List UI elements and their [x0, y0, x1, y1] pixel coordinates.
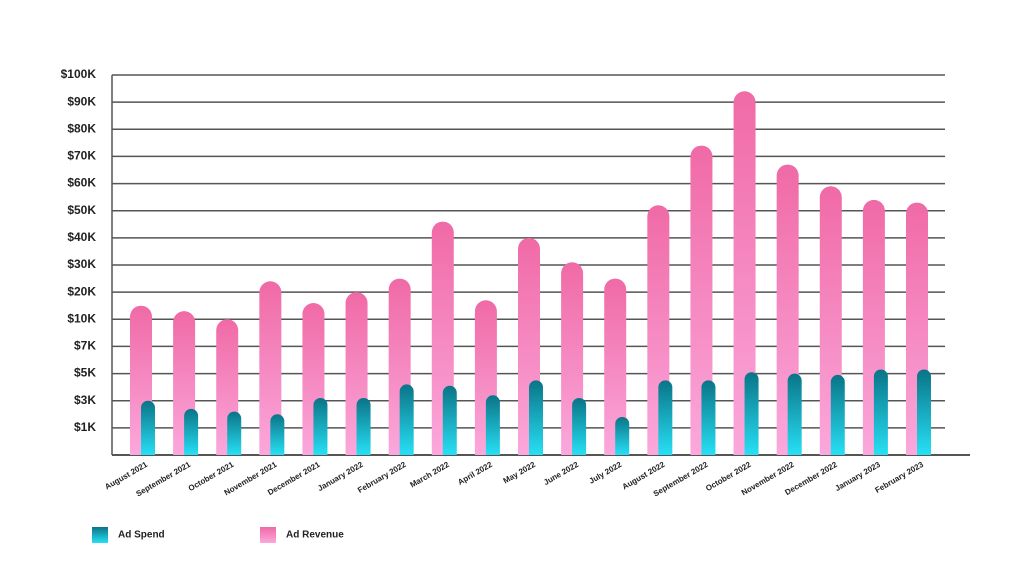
bar	[529, 380, 543, 455]
y-tick-label: $1K	[74, 420, 96, 434]
y-tick-label: $30K	[67, 257, 96, 271]
legend-swatch	[260, 527, 276, 543]
bar	[485, 395, 500, 455]
bar	[141, 400, 155, 455]
bar	[442, 385, 457, 455]
x-tick-label: February 2022	[356, 460, 408, 495]
bar	[604, 278, 627, 455]
y-tick-label: $10K	[67, 311, 96, 325]
bar	[615, 417, 630, 455]
bar	[259, 281, 282, 455]
y-tick-label: $3K	[74, 393, 96, 407]
bar	[733, 91, 756, 456]
bar	[572, 398, 587, 455]
bar	[658, 380, 673, 455]
bar	[744, 372, 759, 455]
y-tick-label: $90K	[67, 94, 96, 108]
bar	[917, 369, 931, 455]
x-tick-label: April 2022	[456, 460, 494, 487]
bar	[830, 374, 845, 455]
bar	[270, 414, 285, 455]
y-tick-label: $60K	[67, 176, 96, 190]
y-tick-label: $40K	[67, 230, 96, 244]
bar	[787, 373, 802, 455]
legend-label: Ad Spend	[118, 530, 165, 541]
bar	[690, 145, 713, 456]
bar	[873, 369, 888, 455]
legend-label: Ad Revenue	[286, 530, 344, 541]
bar	[227, 411, 242, 455]
x-tick-label: July 2022	[588, 460, 624, 486]
y-tick-label: $7K	[74, 339, 96, 353]
y-tick-label: $80K	[67, 121, 96, 135]
bar	[701, 380, 716, 455]
x-tick-label: May 2022	[502, 460, 538, 486]
x-tick-label: February 2023	[874, 460, 926, 495]
legend-swatch	[92, 527, 108, 543]
bar	[313, 398, 328, 455]
y-tick-label: $5K	[74, 366, 96, 380]
y-tick-label: $50K	[67, 203, 96, 217]
x-tick-label: March 2022	[409, 460, 452, 490]
x-tick-label: June 2022	[542, 460, 580, 487]
y-tick-label: $100K	[61, 67, 97, 81]
bar	[184, 408, 199, 455]
bar	[399, 384, 414, 455]
y-tick-label: $20K	[67, 284, 96, 298]
bar	[356, 398, 371, 455]
y-tick-label: $70K	[67, 149, 96, 163]
